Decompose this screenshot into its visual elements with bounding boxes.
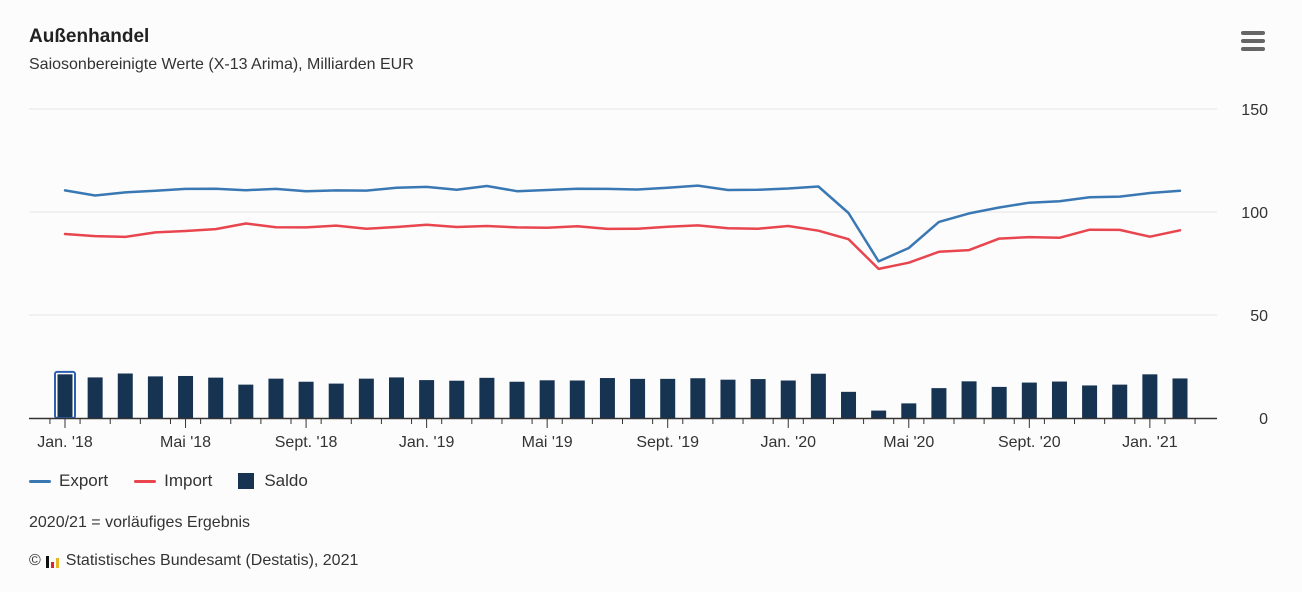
saldo-bar[interactable] <box>208 377 224 418</box>
saldo-bar[interactable] <box>479 377 495 418</box>
saldo-bar[interactable] <box>660 378 676 418</box>
legend-label-import: Import <box>164 471 213 490</box>
y-tick-label: 0 <box>1259 411 1268 428</box>
saldo-bar[interactable] <box>690 378 706 418</box>
x-tick-label: Jan. '18 <box>37 434 93 451</box>
saldo-bar[interactable] <box>238 384 254 418</box>
saldo-bar[interactable] <box>449 380 465 418</box>
legend-label-saldo: Saldo <box>264 471 308 490</box>
credits-source: Statistisches Bundesamt (Destatis), 2021 <box>65 552 359 569</box>
import-series-line[interactable] <box>63 222 1182 271</box>
saldo-bar[interactable] <box>720 379 736 418</box>
saldo-bar[interactable] <box>388 377 404 418</box>
copyright-symbol: © <box>29 552 41 569</box>
saldo-bar[interactable] <box>539 380 555 418</box>
legend-item-saldo[interactable]: Saldo <box>238 471 308 491</box>
saldo-bar[interactable] <box>780 380 796 418</box>
saldo-bar[interactable] <box>1142 374 1158 418</box>
legend-swatch-saldo <box>238 473 255 489</box>
x-tick-label: Sept. '19 <box>636 434 699 451</box>
legend-swatch-export <box>29 479 51 483</box>
saldo-bar[interactable] <box>991 386 1007 418</box>
saldo-bar[interactable] <box>1021 382 1037 418</box>
saldo-bar[interactable] <box>419 380 435 418</box>
chart-legend: Export Import Saldo <box>29 471 334 491</box>
saldo-bar[interactable] <box>931 388 947 418</box>
saldo-bar[interactable] <box>599 378 615 418</box>
legend-swatch-import <box>134 479 157 483</box>
credits: © Statistisches Bundesamt (Destatis), 20… <box>29 552 358 570</box>
saldo-bar[interactable] <box>298 381 314 418</box>
y-tick-label: 100 <box>1241 205 1268 222</box>
saldo-bar[interactable] <box>268 378 284 418</box>
legend-label-export: Export <box>59 471 109 490</box>
hamburger-menu-icon[interactable] <box>1238 28 1268 54</box>
x-tick-label: Sept. '20 <box>998 434 1061 451</box>
x-tick-label: Jan. '19 <box>399 434 455 451</box>
saldo-bar[interactable] <box>147 376 163 418</box>
legend-item-import[interactable]: Import <box>134 471 212 491</box>
saldo-bar[interactable] <box>57 374 73 418</box>
saldo-bar[interactable] <box>630 378 646 418</box>
chart-title: Außenhandel <box>29 26 150 47</box>
saldo-bar[interactable] <box>178 375 194 418</box>
saldo-bar[interactable] <box>358 378 374 418</box>
saldo-bar[interactable] <box>117 373 133 418</box>
footnote: 2020/21 = vorläufiges Ergebnis <box>29 514 251 531</box>
y-tick-label: 50 <box>1250 308 1268 325</box>
saldo-bar[interactable] <box>901 403 917 418</box>
saldo-bar[interactable] <box>841 391 857 418</box>
saldo-bar[interactable] <box>871 410 887 418</box>
saldo-bar[interactable] <box>569 380 585 418</box>
legend-item-export[interactable]: Export <box>29 471 108 491</box>
x-tick-label: Jan. '21 <box>1122 434 1178 451</box>
saldo-bar[interactable] <box>961 381 977 418</box>
saldo-bar[interactable] <box>1172 378 1188 418</box>
saldo-bar[interactable] <box>1112 384 1128 418</box>
x-tick-label: Sept. '18 <box>275 434 338 451</box>
saldo-bar[interactable] <box>87 377 103 418</box>
export-series-line[interactable] <box>63 184 1182 263</box>
saldo-bar[interactable] <box>509 381 525 418</box>
saldo-bar[interactable] <box>1082 385 1098 418</box>
saldo-bar[interactable] <box>1051 381 1067 418</box>
x-tick-label: Mai '19 <box>522 434 573 451</box>
x-tick-label: Mai '20 <box>883 434 934 451</box>
y-tick-label: 150 <box>1241 102 1268 119</box>
destatis-logo-icon <box>45 555 61 568</box>
saldo-bar[interactable] <box>810 373 826 418</box>
x-tick-label: Jan. '20 <box>760 434 816 451</box>
saldo-bar[interactable] <box>750 379 766 418</box>
x-tick-label: Mai '18 <box>160 434 211 451</box>
chart-subtitle: Saiosonbereinigte Werte (X-13 Arima), Mi… <box>29 56 414 73</box>
saldo-bar[interactable] <box>328 383 344 418</box>
